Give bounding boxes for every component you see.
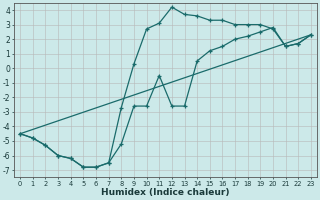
X-axis label: Humidex (Indice chaleur): Humidex (Indice chaleur) (101, 188, 230, 197)
